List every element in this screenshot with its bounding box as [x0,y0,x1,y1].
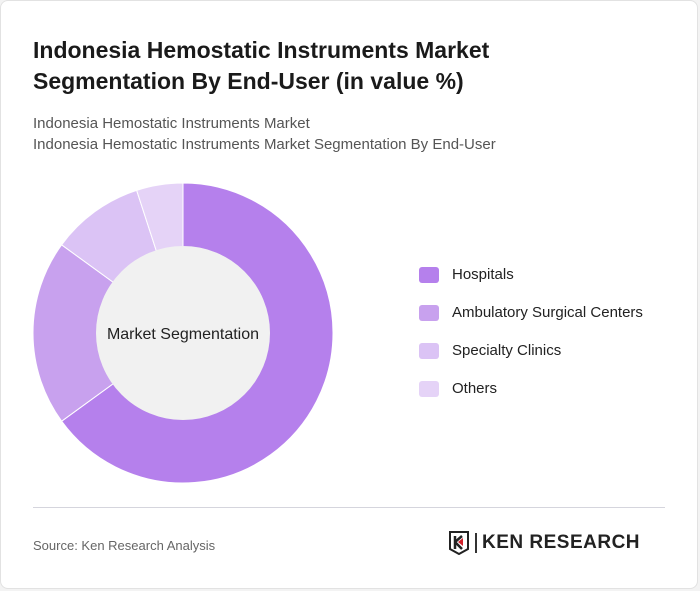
legend-label: Hospitals [452,266,514,283]
legend-label: Ambulatory Surgical Centers [452,304,643,321]
logo-text: KEN RESEARCH [475,533,640,553]
ken-research-logo: KEN RESEARCH [449,531,640,555]
legend-swatch [419,380,439,397]
legend-label: Others [452,380,498,397]
legend-item-ambulatory-surgical-centers[interactable]: Ambulatory Surgical Centers [419,303,643,322]
legend-label: Specialty Clinics [452,342,562,359]
chart-title: Indonesia Hemostatic Instruments Market … [33,37,490,94]
chart-subtitle-segmentation: Indonesia Hemostatic Instruments Market … [33,136,496,153]
legend-swatch [419,342,439,359]
divider [33,507,665,508]
legend-swatch [419,304,439,321]
legend-swatch [419,266,439,283]
source-note: Source: Ken Research Analysis [33,538,216,553]
legend: Hospitals Ambulatory Surgical Centers Sp… [419,265,643,417]
legend-item-specialty-clinics[interactable]: Specialty Clinics [419,341,643,360]
legend-item-hospitals[interactable]: Hospitals [419,265,643,284]
legend-item-others[interactable]: Others [419,379,643,398]
center-label: Market Segmentation [107,326,259,343]
ken-research-logo-icon [449,531,469,555]
donut-chart: Market Segmentation [32,182,334,484]
donut-hole [96,246,270,420]
chart-subtitle-market: Indonesia Hemostatic Instruments Market [33,115,310,132]
